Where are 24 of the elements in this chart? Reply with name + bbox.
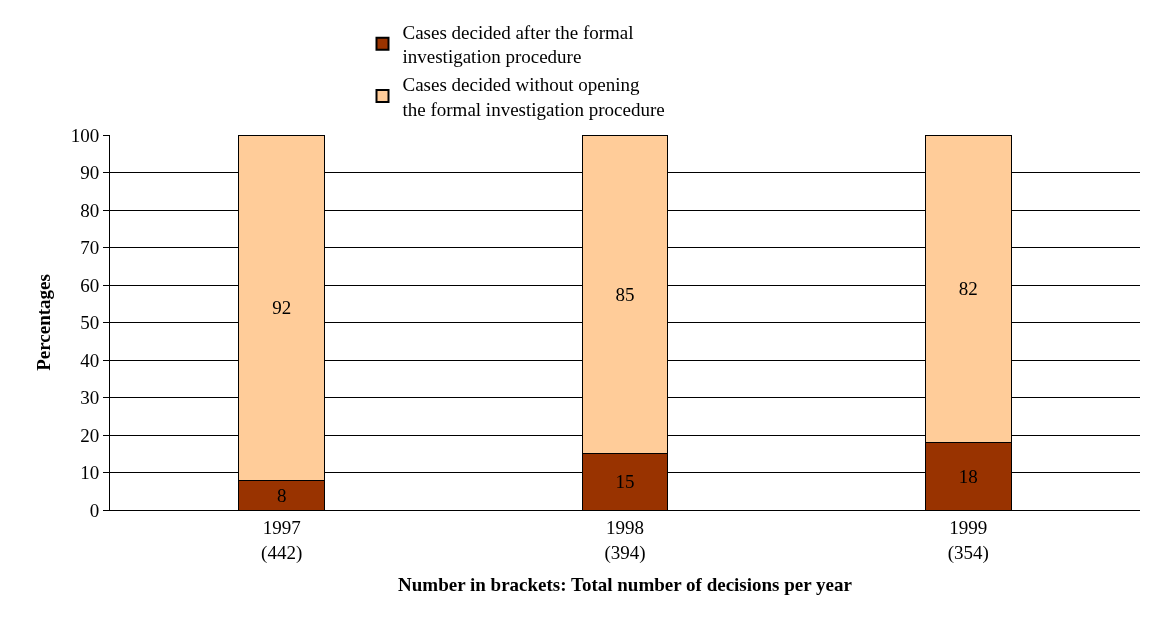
y-tick-label: 80 bbox=[80, 199, 100, 221]
y-axis-title: Percentages bbox=[32, 274, 54, 371]
y-tick-label: 50 bbox=[80, 312, 100, 334]
y-tick-label: 20 bbox=[80, 424, 100, 446]
y-tick-label: 30 bbox=[80, 387, 100, 409]
data-label: 18 bbox=[958, 465, 978, 487]
data-label: 15 bbox=[615, 471, 635, 493]
data-label: 8 bbox=[276, 484, 287, 506]
y-tick-label: 60 bbox=[80, 274, 100, 296]
y-tick-label: 40 bbox=[80, 349, 100, 371]
legend-label: Cases decided without opening the formal investigation procedure bbox=[402, 74, 665, 120]
data-label: 82 bbox=[958, 278, 978, 300]
data-label: 85 bbox=[615, 283, 635, 305]
y-tick-label: 0 bbox=[89, 499, 100, 521]
y-tick-label: 70 bbox=[80, 237, 100, 259]
x-axis-title: Number in brackets: Total number of decisions per year bbox=[398, 574, 853, 596]
legend-label: Cases decided after the formal investigation procedure bbox=[402, 21, 634, 68]
y-tick-label: 100 bbox=[70, 124, 100, 146]
x-tick-label: 1997 (442) bbox=[261, 516, 303, 564]
data-label: 92 bbox=[272, 297, 292, 318]
y-tick-label: 90 bbox=[80, 162, 100, 184]
y-tick-label: 10 bbox=[80, 462, 100, 484]
x-tick-label: 1998 (394) bbox=[604, 516, 646, 564]
x-tick-label: 1999 (354) bbox=[947, 516, 989, 564]
